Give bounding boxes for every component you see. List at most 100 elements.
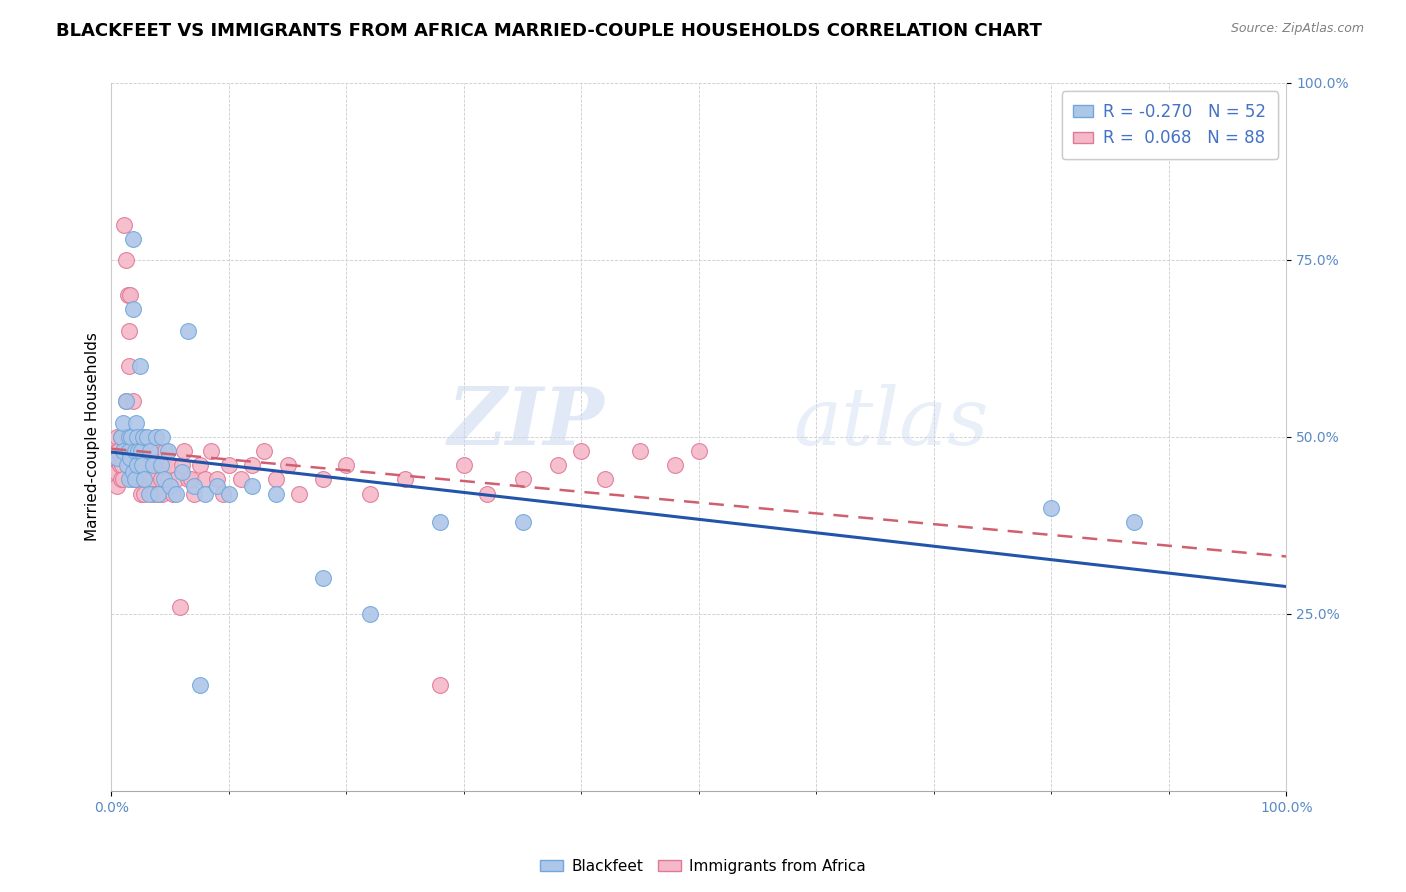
Point xyxy=(138,444,160,458)
Point xyxy=(148,486,170,500)
Point xyxy=(107,444,129,458)
Point xyxy=(429,678,451,692)
Point xyxy=(512,472,534,486)
Point xyxy=(547,458,569,473)
Point xyxy=(121,302,143,317)
Point xyxy=(110,430,132,444)
Point xyxy=(128,444,150,458)
Point xyxy=(188,678,211,692)
Text: ZIP: ZIP xyxy=(449,384,605,461)
Point xyxy=(118,359,141,373)
Point xyxy=(105,465,128,479)
Point xyxy=(477,486,499,500)
Point xyxy=(117,288,139,302)
Point xyxy=(121,232,143,246)
Point xyxy=(218,486,240,500)
Point xyxy=(180,472,202,486)
Point xyxy=(115,430,138,444)
Point xyxy=(134,472,156,486)
Point xyxy=(135,430,157,444)
Point xyxy=(132,430,155,444)
Point xyxy=(129,444,152,458)
Point xyxy=(359,486,381,500)
Point xyxy=(120,451,142,466)
Point xyxy=(114,252,136,267)
Point xyxy=(105,479,128,493)
Point xyxy=(159,458,181,473)
Point xyxy=(105,451,128,466)
Point xyxy=(108,458,131,473)
Point xyxy=(112,472,135,486)
Point xyxy=(120,444,142,458)
Point xyxy=(205,479,228,493)
Point xyxy=(312,472,335,486)
Text: atlas: atlas xyxy=(793,384,988,461)
Point xyxy=(121,465,143,479)
Point xyxy=(118,444,141,458)
Point xyxy=(512,515,534,529)
Point xyxy=(148,444,170,458)
Point xyxy=(200,444,222,458)
Point xyxy=(118,430,141,444)
Y-axis label: Married-couple Households: Married-couple Households xyxy=(86,333,100,541)
Point xyxy=(127,444,149,458)
Legend: R = -0.270   N = 52, R =  0.068   N = 88: R = -0.270 N = 52, R = 0.068 N = 88 xyxy=(1062,91,1278,159)
Point xyxy=(150,486,173,500)
Point xyxy=(177,324,200,338)
Point xyxy=(150,430,173,444)
Point xyxy=(688,444,710,458)
Point xyxy=(194,472,217,486)
Point xyxy=(124,472,146,486)
Point xyxy=(170,465,193,479)
Point xyxy=(139,444,162,458)
Point xyxy=(110,430,132,444)
Point xyxy=(156,472,179,486)
Point xyxy=(183,486,205,500)
Point xyxy=(242,458,264,473)
Point xyxy=(112,218,135,232)
Point xyxy=(104,451,127,466)
Point xyxy=(148,486,170,500)
Point xyxy=(229,472,252,486)
Point xyxy=(242,479,264,493)
Point xyxy=(359,607,381,621)
Point xyxy=(105,444,128,458)
Point xyxy=(114,394,136,409)
Point xyxy=(110,472,132,486)
Point xyxy=(288,486,311,500)
Point xyxy=(153,472,176,486)
Point xyxy=(149,472,172,486)
Point xyxy=(127,444,149,458)
Point xyxy=(124,444,146,458)
Point xyxy=(131,458,153,473)
Point xyxy=(122,430,145,444)
Point xyxy=(120,288,142,302)
Point xyxy=(1040,500,1063,515)
Point xyxy=(188,458,211,473)
Point xyxy=(173,444,195,458)
Point xyxy=(128,359,150,373)
Point xyxy=(165,472,187,486)
Point xyxy=(664,458,686,473)
Point xyxy=(141,486,163,500)
Point xyxy=(134,472,156,486)
Point xyxy=(183,479,205,493)
Point xyxy=(135,458,157,473)
Point xyxy=(169,599,191,614)
Point xyxy=(131,458,153,473)
Point xyxy=(277,458,299,473)
Point xyxy=(112,444,135,458)
Point xyxy=(194,486,217,500)
Point xyxy=(155,444,177,458)
Point xyxy=(125,472,148,486)
Text: Source: ZipAtlas.com: Source: ZipAtlas.com xyxy=(1230,22,1364,36)
Point xyxy=(111,458,134,473)
Point xyxy=(264,486,287,500)
Point xyxy=(112,430,135,444)
Point xyxy=(135,472,157,486)
Point xyxy=(571,444,593,458)
Point xyxy=(453,458,475,473)
Point xyxy=(129,486,152,500)
Point xyxy=(593,472,616,486)
Point xyxy=(127,458,149,473)
